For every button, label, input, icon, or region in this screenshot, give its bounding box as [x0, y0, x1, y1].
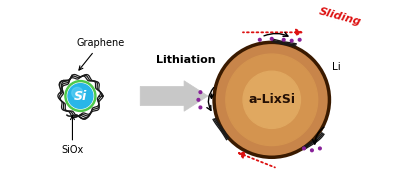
- Ellipse shape: [303, 147, 305, 150]
- Ellipse shape: [199, 106, 202, 109]
- Ellipse shape: [67, 83, 94, 109]
- Ellipse shape: [270, 37, 273, 40]
- Ellipse shape: [298, 38, 301, 41]
- Text: SiOx: SiOx: [61, 116, 84, 156]
- Text: Li: Li: [332, 62, 341, 72]
- Ellipse shape: [290, 39, 293, 42]
- Ellipse shape: [243, 71, 300, 128]
- Ellipse shape: [62, 77, 99, 115]
- Text: a-LixSi: a-LixSi: [248, 93, 295, 106]
- Ellipse shape: [72, 87, 83, 98]
- Text: Si: Si: [74, 89, 87, 103]
- Ellipse shape: [68, 84, 93, 108]
- Ellipse shape: [65, 81, 96, 111]
- Ellipse shape: [258, 38, 261, 41]
- Ellipse shape: [199, 91, 202, 94]
- Text: Graphene: Graphene: [76, 38, 124, 70]
- Text: Sliding: Sliding: [318, 7, 362, 27]
- Ellipse shape: [214, 43, 329, 157]
- Ellipse shape: [226, 54, 318, 146]
- FancyArrow shape: [140, 81, 208, 111]
- Text: Lithiation: Lithiation: [156, 55, 216, 65]
- Ellipse shape: [282, 38, 285, 41]
- Ellipse shape: [318, 147, 321, 150]
- Ellipse shape: [197, 98, 200, 101]
- Ellipse shape: [310, 149, 313, 152]
